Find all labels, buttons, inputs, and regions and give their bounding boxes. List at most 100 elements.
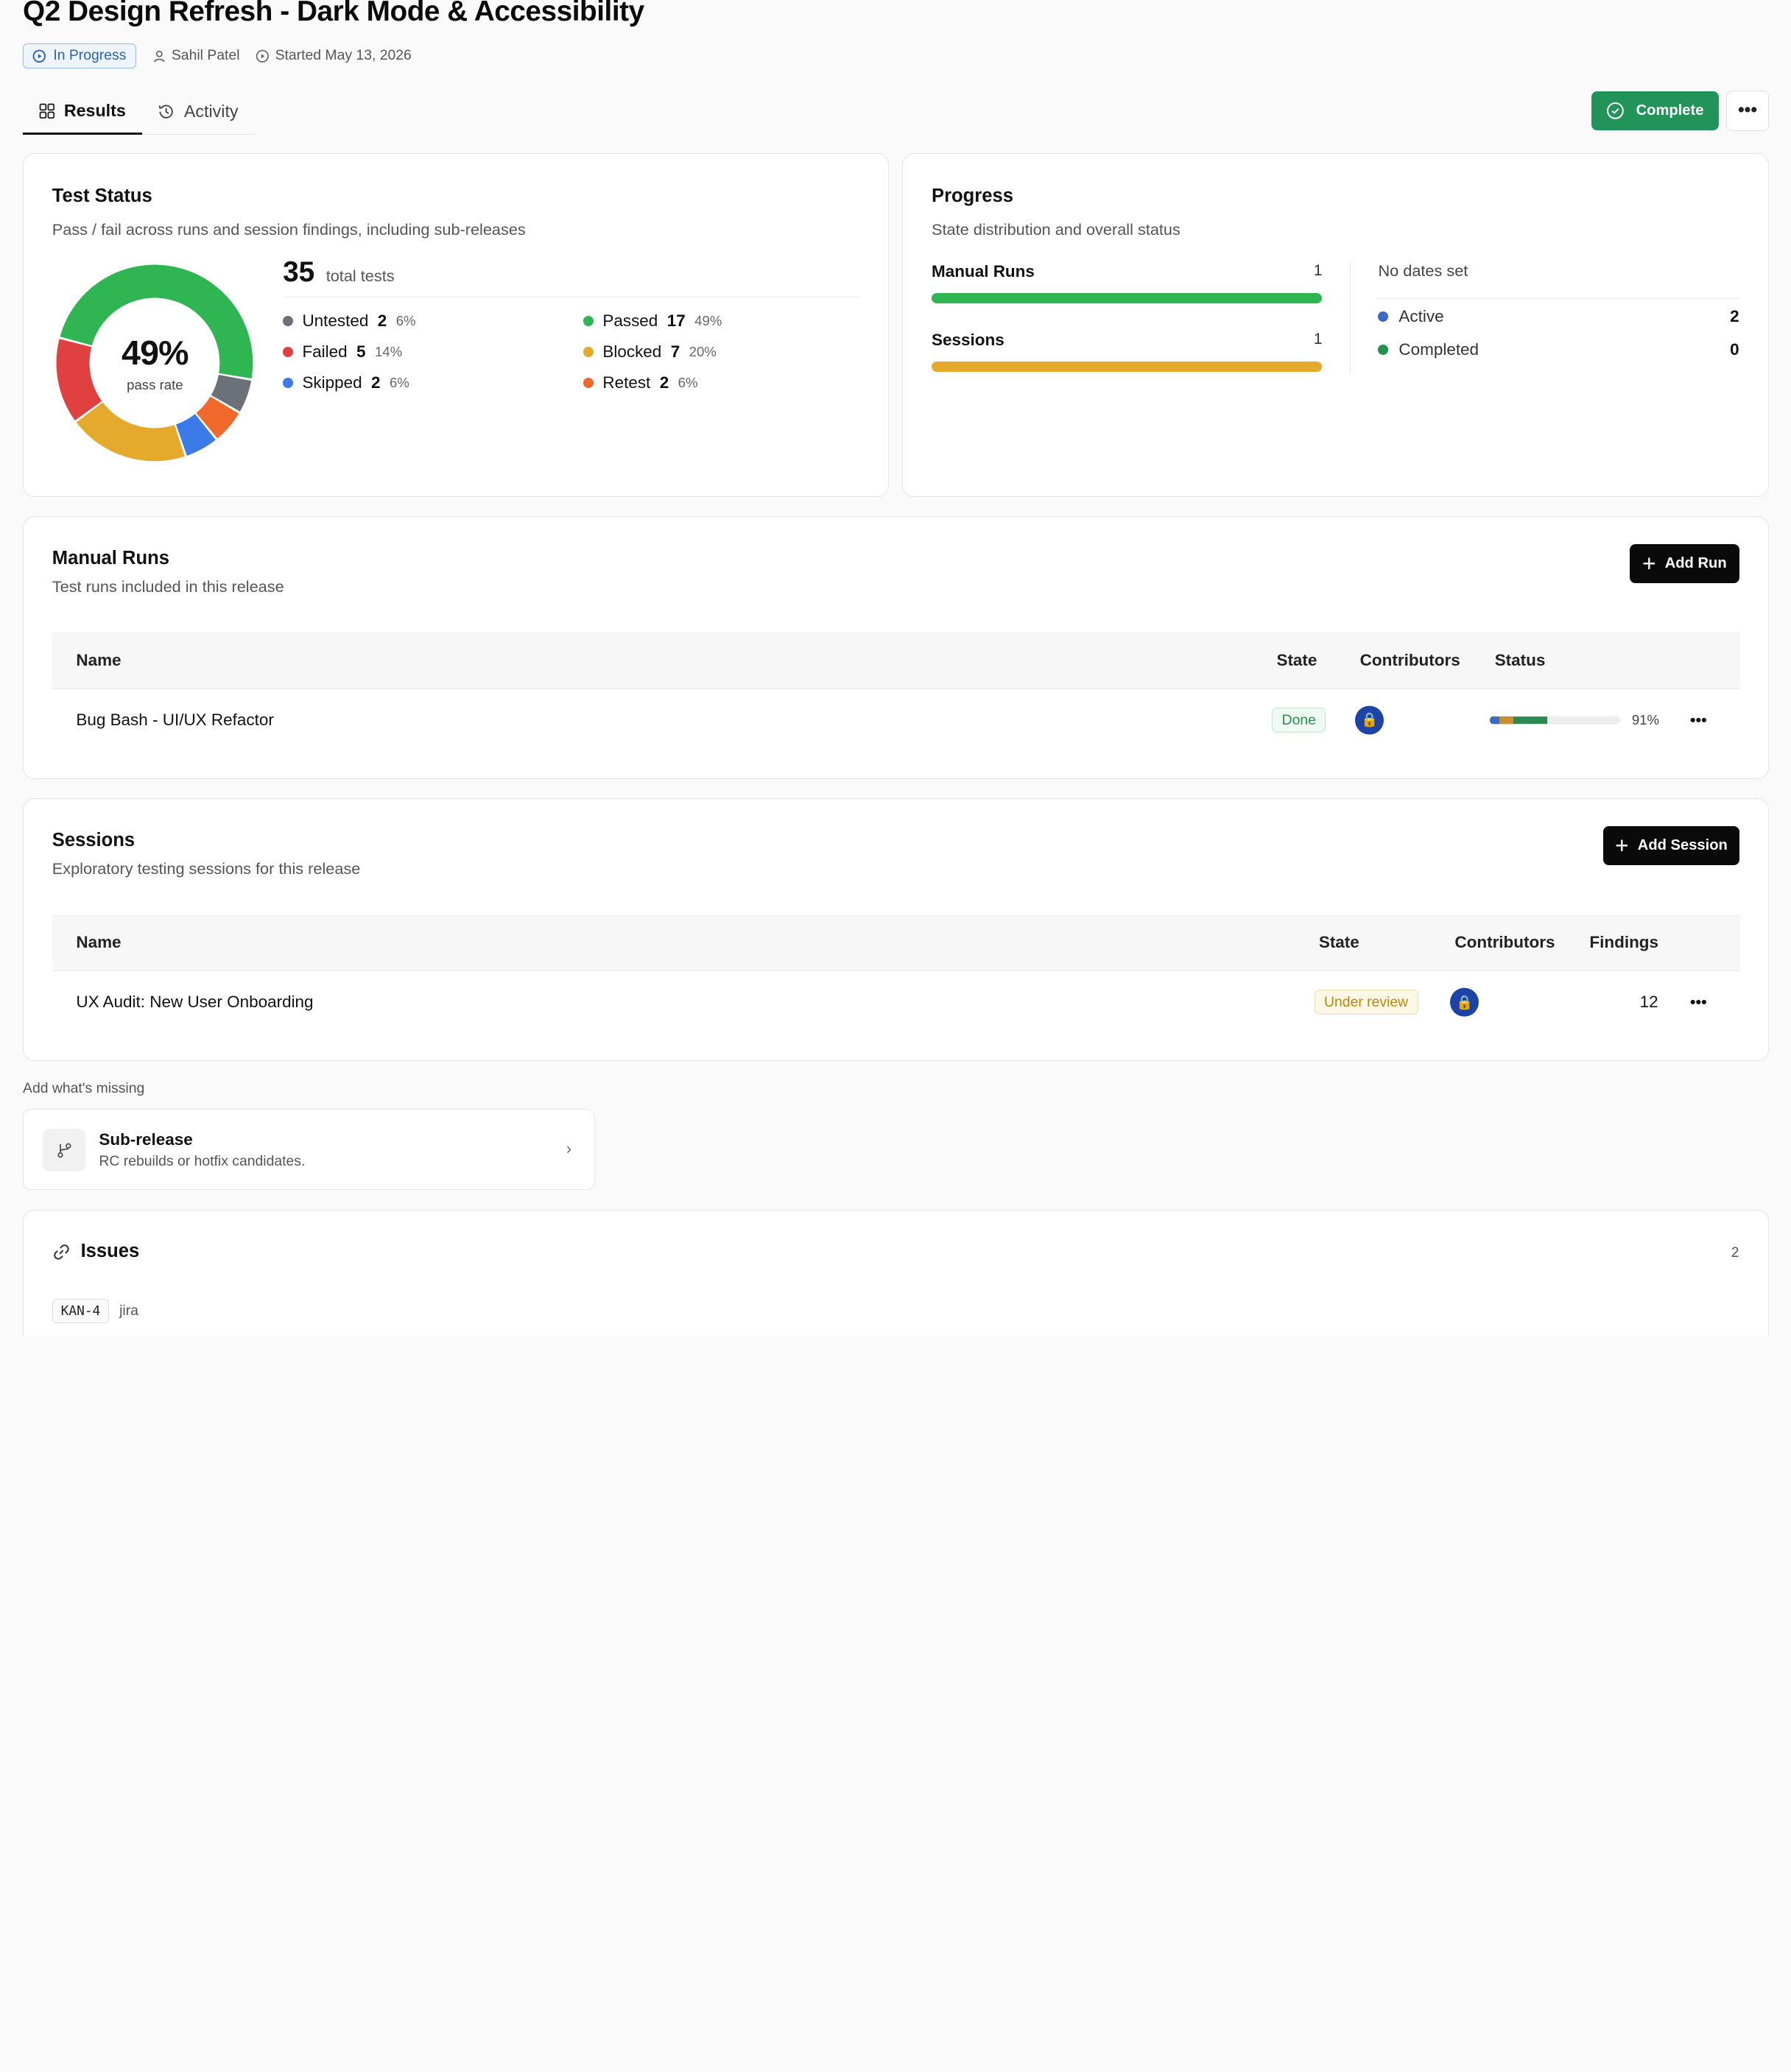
state-label: Active	[1398, 306, 1444, 325]
legend-untested: Untested 2 6%	[283, 311, 416, 331]
plus-icon	[1616, 839, 1628, 852]
page-title: Q2 Design Refresh - Dark Mode & Accessib…	[23, 0, 644, 27]
legend-label: Skipped	[302, 373, 362, 392]
test-status-card: Test Status Pass / fail across runs and …	[23, 152, 889, 497]
tab-bar: Results Activity	[23, 89, 256, 135]
manual-runs-progress-bar	[932, 293, 1323, 303]
column-contributors: Contributors	[1454, 933, 1555, 952]
total-tests-label: total tests	[326, 267, 395, 286]
legend-dot	[283, 315, 294, 326]
add-session-button[interactable]: Add Session	[1603, 826, 1739, 866]
legend-count: 17	[666, 311, 686, 330]
complete-button[interactable]: Complete	[1591, 91, 1720, 130]
state-badge: Done	[1272, 707, 1326, 733]
progress-row-label: Manual Runs	[932, 262, 1035, 281]
table-row[interactable]: Bug Bash - UI/UX Refactor Done 🔒 91% •••	[52, 689, 1740, 751]
legend-blocked: Blocked 7 20%	[583, 342, 717, 362]
play-circle-icon	[33, 49, 46, 63]
no-dates-label: No dates set	[1378, 261, 1739, 300]
complete-button-label: Complete	[1636, 102, 1704, 119]
column-name: Name	[76, 650, 122, 669]
manual-runs-table-header: Name State Contributors Status	[52, 632, 1741, 690]
legend-failed: Failed 5 14%	[283, 342, 402, 362]
progress-bar-fill	[932, 362, 1323, 373]
test-status-subtitle: Pass / fail across runs and session find…	[52, 219, 526, 239]
sessions-table-header: Name State Contributors Findings	[52, 914, 1741, 972]
legend-count: 5	[356, 342, 366, 361]
sub-release-card[interactable]: Sub-release RC rebuilds or hotfix candid…	[23, 1109, 596, 1191]
legend-passed: Passed 17 49%	[583, 311, 722, 331]
table-row[interactable]: UX Audit: New User Onboarding Under revi…	[52, 971, 1740, 1033]
start-date: Started May 13, 2026	[256, 47, 412, 64]
avatar: 🔒	[1450, 987, 1479, 1017]
state-value: 2	[1730, 306, 1739, 325]
sub-release-title: Sub-release	[99, 1130, 193, 1149]
sessions-subtitle: Exploratory testing sessions for this re…	[52, 859, 361, 878]
sessions-card: Sessions Exploratory testing sessions fo…	[23, 798, 1770, 1061]
release-page: Q2 Design Refresh - Dark Mode & Accessib…	[23, 0, 1770, 1336]
test-status-title: Test Status	[52, 186, 152, 207]
legend-dot	[283, 377, 294, 388]
manual-runs-title: Manual Runs	[52, 547, 169, 568]
legend-pct: 6%	[389, 374, 409, 390]
donut-slice-untested	[211, 374, 252, 412]
donut-center: 49% pass rate	[55, 264, 254, 462]
legend-dot	[583, 315, 594, 326]
divider	[1349, 261, 1351, 373]
row-more-icon[interactable]: •••	[1689, 711, 1707, 730]
link-icon	[54, 1244, 69, 1261]
progress-row-value: 1	[1313, 262, 1323, 280]
add-run-label: Add Run	[1664, 555, 1727, 572]
add-run-button[interactable]: Add Run	[1629, 544, 1739, 583]
row-more-icon[interactable]: •••	[1689, 993, 1707, 1012]
progress-row-value: 1	[1313, 331, 1323, 348]
avatar: 🔒	[1355, 705, 1384, 735]
legend-label: Retest	[602, 373, 651, 392]
owner[interactable]: Sahil Patel	[152, 47, 240, 64]
status-pct: 91%	[1631, 712, 1660, 728]
state-row-active: Active 2	[1378, 307, 1739, 326]
tab-results[interactable]: Results	[23, 89, 142, 135]
history-icon	[158, 105, 173, 119]
progress-bar-fill	[932, 293, 1323, 303]
state-row-completed: Completed 0	[1378, 340, 1739, 359]
owner-name: Sahil Patel	[171, 47, 240, 64]
run-name[interactable]: Bug Bash - UI/UX Refactor	[76, 711, 274, 730]
column-state: State	[1276, 650, 1317, 669]
legend-pct: 14%	[374, 343, 403, 359]
issue-key[interactable]: KAN-4	[52, 1299, 110, 1323]
issues-title: Issues	[80, 1241, 140, 1262]
plus-icon	[1643, 557, 1655, 570]
progress-subtitle: State distribution and overall status	[932, 219, 1180, 239]
sessions-title: Sessions	[52, 830, 136, 851]
tab-results-label: Results	[63, 100, 126, 120]
legend-count: 2	[377, 311, 387, 330]
sub-release-desc: RC rebuilds or hotfix candidates.	[99, 1152, 306, 1169]
pass-rate-value: 49%	[121, 333, 189, 372]
donut-slice-blocked	[77, 402, 186, 462]
findings-count: 12	[1639, 993, 1658, 1012]
status-badge: In Progress	[23, 43, 136, 69]
progress-title: Progress	[932, 186, 1013, 207]
issues-card: Issues 2 KAN-4 jira	[23, 1209, 1770, 1336]
more-options-button[interactable]: •••	[1725, 90, 1770, 132]
tab-activity[interactable]: Activity	[142, 89, 255, 133]
issue-row[interactable]: KAN-4 jira	[52, 1299, 138, 1323]
donut-slice-retest	[196, 396, 239, 439]
column-state: State	[1318, 933, 1359, 952]
session-name[interactable]: UX Audit: New User Onboarding	[76, 993, 314, 1012]
legend-pct: 20%	[689, 343, 717, 359]
donut-slice-failed	[56, 338, 102, 420]
column-contributors: Contributors	[1359, 650, 1460, 669]
start-date-label: Started May 13, 2026	[275, 47, 412, 64]
status-segment	[1490, 716, 1499, 725]
status-label: In Progress	[53, 47, 127, 64]
column-findings: Findings	[1589, 933, 1659, 952]
add-missing-heading: Add what's missing	[23, 1080, 145, 1097]
issues-count: 2	[1731, 1244, 1739, 1261]
release-meta: In Progress Sahil Patel Started May 13, …	[23, 43, 412, 69]
state-dot	[1378, 311, 1389, 322]
manual-runs-card: Manual Runs Test runs included in this r…	[23, 516, 1770, 779]
legend-dot	[283, 346, 294, 357]
play-circle-icon	[256, 49, 270, 63]
